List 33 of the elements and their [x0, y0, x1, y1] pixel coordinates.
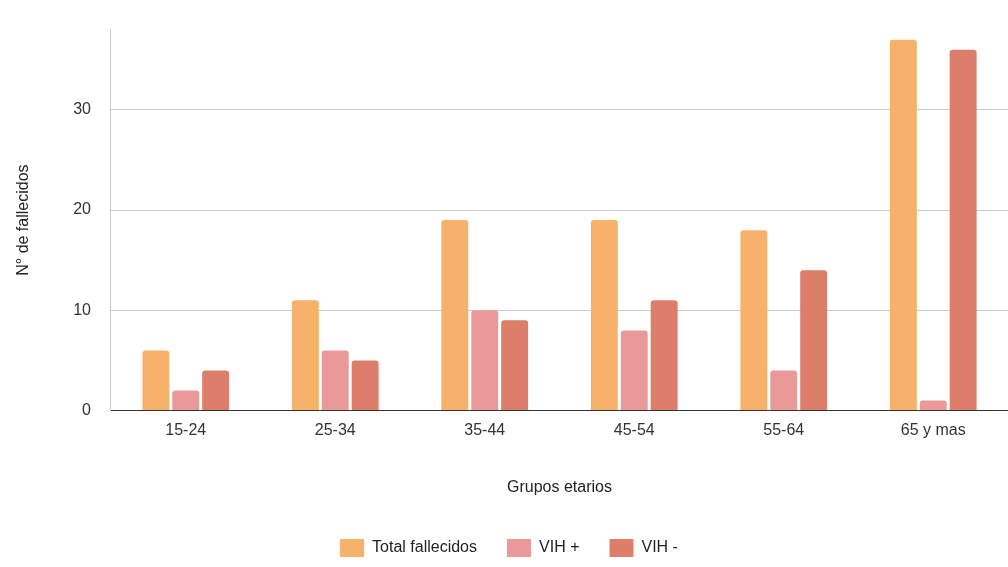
x-axis-title: Grupos etarios [507, 477, 612, 495]
bar [202, 370, 230, 411]
x-tick-label: 15-24 [165, 420, 207, 438]
bar [889, 39, 917, 411]
x-tick-label: 35-44 [464, 420, 506, 438]
legend-label: VIH + [539, 538, 580, 556]
bar [590, 220, 618, 411]
x-tick-label: 55-64 [763, 420, 805, 438]
legend-label: Total fallecidos [372, 538, 478, 556]
y-tick-label: 0 [82, 401, 92, 419]
x-tick-label: 45-54 [613, 420, 655, 438]
bar [172, 390, 200, 411]
bar [770, 370, 798, 411]
bar [800, 270, 828, 411]
x-tick-label: 65 y mas [900, 420, 966, 438]
x-tick-label: 25-34 [314, 420, 356, 438]
y-tick-label: 10 [73, 300, 92, 318]
bar [650, 300, 678, 411]
y-tick-label: 30 [73, 100, 92, 118]
bar [291, 300, 319, 411]
y-axis-title: N° de fallecidos [14, 164, 32, 276]
legend-label: VIH - [641, 538, 678, 556]
bar [919, 400, 947, 411]
bar [142, 350, 170, 411]
bar [471, 310, 499, 411]
bar [620, 330, 648, 411]
bar [949, 49, 977, 411]
bar [441, 220, 469, 411]
bar [740, 230, 768, 411]
bar [321, 350, 349, 411]
y-tick-label: 20 [73, 200, 92, 218]
bar [501, 320, 529, 411]
bar [351, 360, 379, 411]
